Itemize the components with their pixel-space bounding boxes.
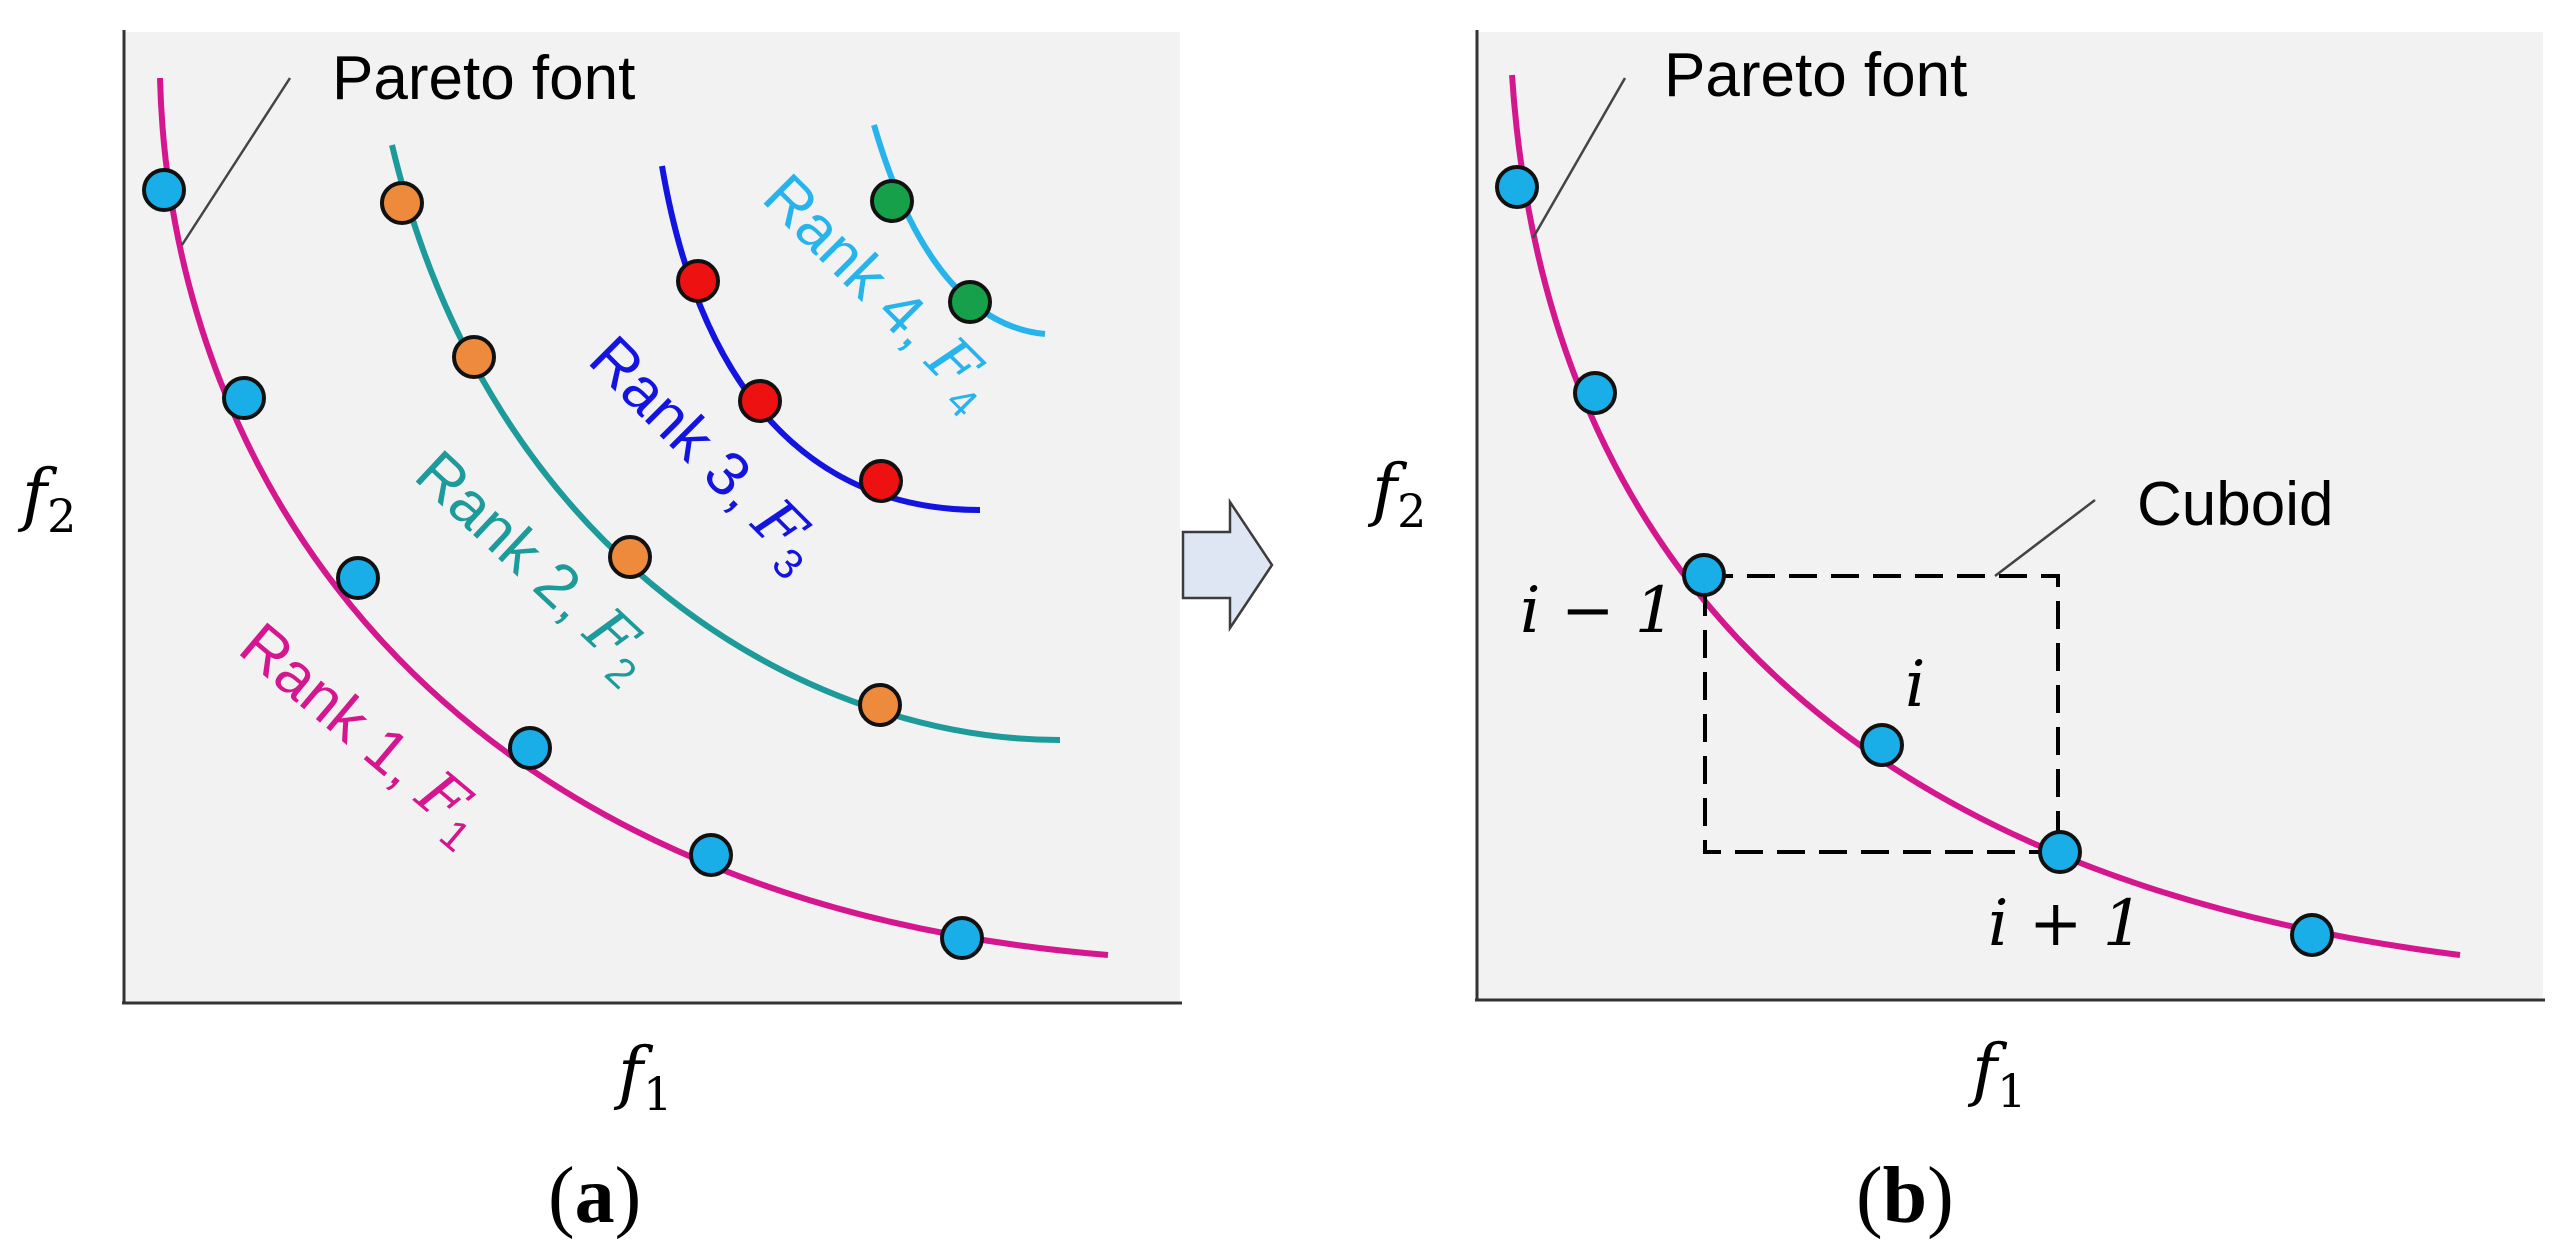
- rank-4-curve: [871, 124, 1046, 337]
- rank-1-point: [222, 376, 266, 420]
- rank-2-point: [452, 335, 496, 379]
- rank-3-point: [738, 379, 782, 423]
- cuboid-leader-line: [1994, 499, 2096, 577]
- panel-b-point: [2290, 913, 2334, 957]
- panel-b-y-axis-label: f2: [1367, 451, 1426, 538]
- panel-b-pareto-font-label: Pareto font: [1664, 41, 1967, 110]
- rank-4-points: [870, 179, 992, 324]
- rank-3-point: [676, 259, 720, 303]
- panel-a-plot-area: [124, 32, 1180, 1002]
- rank-2-point: [380, 181, 424, 225]
- rank-2-points: [380, 181, 902, 727]
- rank-1-point: [142, 168, 186, 212]
- panel-b-pareto-curve: [1509, 74, 2461, 958]
- rank-1-point: [336, 556, 380, 600]
- panel-b-point: [1495, 165, 1539, 209]
- pareto-font-leader-line: [180, 77, 292, 246]
- panel-b-pareto-font-leader-line: [1531, 77, 1627, 239]
- rank-4-point: [948, 280, 992, 324]
- rank-1-points: [142, 168, 984, 960]
- rank-1-point: [689, 833, 733, 877]
- panel-a-x-axis-label: f1: [613, 1034, 672, 1121]
- rank-1-point: [508, 726, 552, 770]
- label-i: i: [1905, 648, 1925, 722]
- transition-arrow: [1181, 497, 1274, 633]
- panel-a-y-axis-label: f2: [17, 456, 76, 543]
- rank-4-point: [870, 179, 914, 223]
- panel-b-points: [1495, 165, 2334, 957]
- panel-a-caption: (a): [548, 1152, 641, 1240]
- cuboid-label: Cuboid: [2137, 470, 2333, 539]
- rank-1-curve: [157, 77, 1109, 958]
- cuboid-box: [1703, 574, 2060, 854]
- panel-b-plot-area: [1477, 32, 2543, 1000]
- label-i-minus-1: i − 1: [1520, 574, 1676, 648]
- rank-3-points: [676, 259, 903, 503]
- label-i-plus-1: i + 1: [1988, 887, 2144, 961]
- pareto-font-label: Pareto font: [332, 44, 635, 113]
- panel-b-x-axis-label: f1: [1967, 1031, 2026, 1118]
- panel-b-point: [1573, 371, 1617, 415]
- panel-b: Pareto font Cuboid i − 1 i i + 1 f2 f1 (…: [1367, 30, 2545, 1240]
- rank-2-curve: [389, 144, 1061, 743]
- rank-3-point: [859, 459, 903, 503]
- rank-2-point: [858, 683, 902, 727]
- rank-3-curve: [659, 165, 981, 513]
- panel-a: Pareto font Rank: [17, 30, 1182, 1240]
- point-i: [1860, 723, 1904, 767]
- point-i-plus-1: [2038, 830, 2082, 874]
- rank-1-point: [940, 916, 984, 960]
- point-i-minus-1: [1682, 553, 1726, 597]
- rank-2-point: [608, 535, 652, 579]
- panel-b-caption: (b): [1856, 1152, 1954, 1240]
